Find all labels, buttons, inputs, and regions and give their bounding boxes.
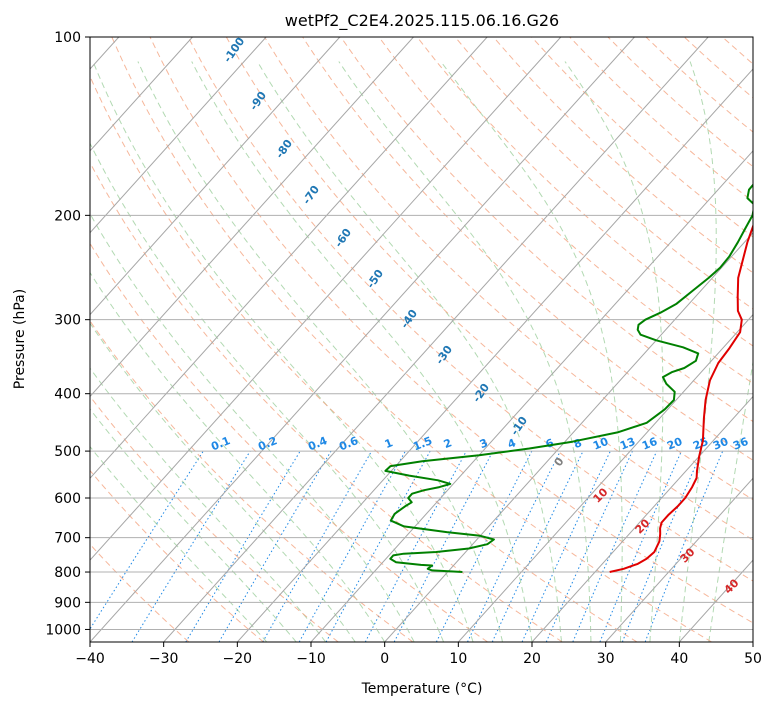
- chart-title: wetPf2_C2E4.2025.115.06.16.G26: [285, 11, 559, 31]
- x-tick-label: −20: [223, 651, 253, 667]
- x-tick-label: 10: [449, 651, 467, 667]
- x-tick-label: −40: [75, 651, 105, 667]
- x-tick-label: 50: [744, 651, 762, 667]
- y-tick-label: 200: [54, 208, 81, 224]
- y-axis-label: Pressure (hPa): [12, 289, 28, 389]
- x-tick-label: 30: [597, 651, 615, 667]
- y-tick-label: 500: [54, 444, 81, 460]
- x-tick-label: 40: [670, 651, 688, 667]
- y-tick-label: 400: [54, 387, 81, 403]
- y-tick-label: 300: [54, 313, 81, 329]
- x-tick-label: 0: [380, 651, 389, 667]
- x-axis-label: Temperature (°C): [361, 681, 483, 697]
- y-tick-label: 100: [54, 30, 81, 46]
- y-tick-label: 600: [54, 491, 81, 507]
- x-tick-label: −30: [149, 651, 179, 667]
- x-tick-label: −10: [296, 651, 326, 667]
- x-tick-label: 20: [523, 651, 541, 667]
- y-tick-label: 900: [54, 595, 81, 611]
- y-tick-label: 800: [54, 565, 81, 581]
- y-tick-label: 700: [54, 531, 81, 547]
- y-tick-label: 1000: [45, 622, 81, 638]
